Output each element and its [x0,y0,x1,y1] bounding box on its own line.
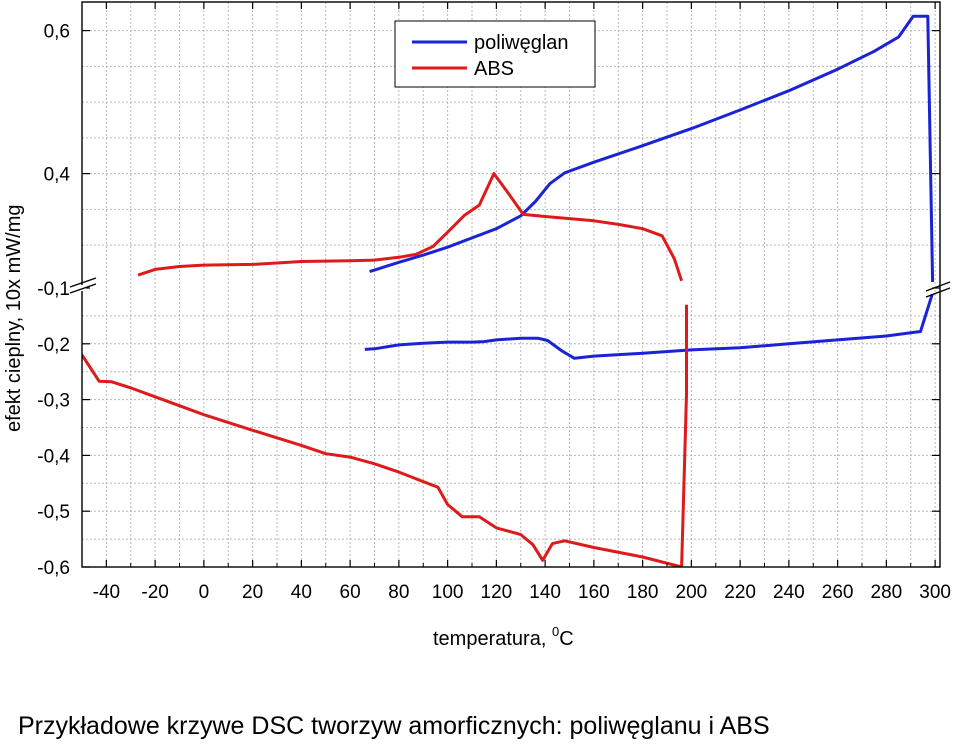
y-tick-label: -0,5 [37,502,70,523]
data-series [82,14,935,567]
x-tick-label: -20 [141,582,168,603]
plot-border [81,1,941,568]
series-polyc-cooling-curve [364,294,934,360]
y-tick-label: -0,4 [37,446,70,467]
axis-break-mark-left-bottom [69,283,97,294]
x-tick-label: 280 [871,582,903,603]
x-tick-label: 300 [919,582,951,603]
plot-frame [81,1,941,568]
x-tick-label: -40 [93,582,120,603]
x-tick-label: 40 [291,582,312,603]
y-tick-label: -0,3 [37,391,70,412]
y-tick-label: 0,6 [44,22,70,43]
x-axis-title: temperatura, 0C [433,624,574,650]
series-abs-heating-curve [137,172,684,282]
x-tick-label: 120 [481,582,513,603]
legend-label-polyc: poliwęglan [474,32,569,54]
series-abs-cooling-curve [82,304,688,567]
x-tick-label: 140 [529,582,561,603]
x-tick-label: 100 [432,582,464,603]
x-tick-label: 80 [388,582,409,603]
axis-break-mark-right-bottom [925,287,951,298]
y-axis-title: efekt cieplny, 10x mW/mg [3,205,25,432]
y-tick-label: -0,2 [37,335,70,356]
series-polyc-heating-curve [369,14,935,282]
y-tick-label: 0,4 [44,165,71,186]
legend-box [394,20,596,88]
x-tick-label: 220 [724,582,756,603]
axis-break [69,277,951,298]
figure-caption: Przykładowe krzywe DSC tworzyw amorficzn… [18,712,770,740]
x-tick-label: 180 [627,582,659,603]
x-tick-label: 60 [340,582,361,603]
y-axis-ticks: 0,6 0,4 -0,1 -0,2 -0,3 -0,4 -0,5 -0,6 [37,22,940,579]
x-tick-label: 200 [676,582,708,603]
x-axis-ticks: -40 -20 0 20 40 60 80 100 120 140 160 180 200 220 240 2… [81,2,951,603]
legend-label-abs: ABS [474,58,514,80]
x-tick-label: 0 [199,582,210,603]
axis-break-mark-left-top [69,277,97,288]
x-tick-label: 260 [822,582,854,603]
axis-break-mark-right-top [925,281,951,292]
y-tick-label: -0,6 [37,558,70,579]
x-tick-label: 160 [578,582,610,603]
x-tick-label: 240 [773,582,805,603]
x-tick-label: 20 [242,582,263,603]
y-tick-label: -0,1 [37,279,70,300]
legend: poliwęglan ABS [394,20,596,88]
